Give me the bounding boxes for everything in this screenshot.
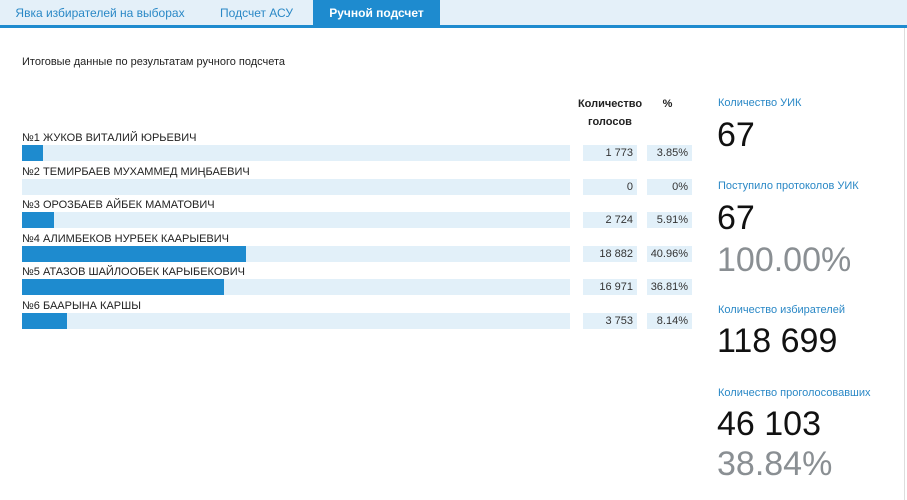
uik-count-label: Количество УИК (718, 97, 802, 109)
vote-bar-track (22, 178, 570, 195)
voted-percent: 38.84% (717, 445, 833, 483)
tab-manual-count[interactable]: Ручной подсчет (313, 0, 440, 28)
vote-bar-track (22, 313, 570, 329)
votes-header-line1: Количество (577, 98, 643, 110)
votes-column-header: Количество голосов (572, 95, 648, 131)
candidate-row: №2 ТЕМИРБАЕВ МУХАММЕД МИҢБАЕВИЧ 0 0% (22, 165, 702, 198)
vote-count: 2 724 (583, 212, 637, 229)
candidate-name: №3 ОРОЗБАЕВ АЙБЕК МАМАТОВИЧ (22, 199, 215, 212)
vote-bar-track (22, 145, 570, 161)
candidate-name: №4 АЛИМБЕКОВ НУРБЕК КААРЫЕВИЧ (22, 232, 229, 245)
candidate-name: №1 ЖУКОВ ВИТАЛИЙ ЮРЬЕВИЧ (22, 132, 197, 144)
candidate-name: №2 ТЕМИРБАЕВ МУХАММЕД МИҢБАЕВИЧ (22, 165, 250, 178)
vote-count: 0 (583, 178, 637, 195)
candidate-row: №1 ЖУКОВ ВИТАЛИЙ ЮРЬЕВИЧ 1 773 3.85% (22, 131, 702, 164)
vote-count: 1 773 (583, 145, 637, 161)
vote-percent: 40.96% (647, 245, 692, 262)
vote-count: 3 753 (583, 313, 637, 329)
vote-count: 16 971 (583, 279, 637, 296)
vote-bar-track (22, 279, 570, 296)
protocols-label: Поступило протоколов УИК (718, 180, 859, 192)
protocols-value: 67 (717, 199, 755, 237)
vote-bar-fill (22, 313, 67, 329)
vote-bar-track (22, 212, 570, 229)
vote-percent: 0% (647, 178, 692, 195)
candidate-name: №5 АТАЗОВ ШАЙЛООБЕК КАРЫБЕКОВИЧ (22, 266, 245, 279)
vote-percent: 36.81% (647, 279, 692, 296)
protocols-percent: 100.00% (717, 241, 852, 279)
voted-label: Количество проголосовавших (718, 387, 871, 399)
vote-percent: 3.85% (647, 145, 692, 161)
vote-bar-track (22, 245, 570, 262)
vote-bar-fill (22, 245, 247, 262)
section-title: Итоговые данные по результатам ручного п… (22, 56, 286, 68)
uik-count-value: 67 (717, 116, 755, 154)
vote-count: 18 882 (583, 245, 637, 262)
tab-asu-count[interactable]: Подсчет АСУ (220, 6, 293, 20)
candidate-name: №6 БААРЫНА КАРШЫ (22, 300, 141, 312)
divider (904, 28, 905, 500)
tab-bar: Явка избирателей на выборах Подсчет АСУ … (0, 0, 907, 28)
voted-value: 46 103 (717, 405, 821, 443)
candidate-row: №5 АТАЗОВ ШАЙЛООБЕК КАРЫБЕКОВИЧ 16 971 3… (22, 265, 702, 298)
candidate-row: №3 ОРОЗБАЕВ АЙБЕК МАМАТОВИЧ 2 724 5.91% (22, 198, 702, 231)
vote-percent: 8.14% (647, 313, 692, 329)
vote-bar-fill (22, 212, 55, 229)
voters-value: 118 699 (717, 322, 838, 360)
vote-bar-fill (22, 145, 44, 161)
voters-label: Количество избирателей (718, 304, 845, 316)
votes-header-line2: голосов (588, 116, 632, 128)
candidate-row: №6 БААРЫНА КАРШЫ 3 753 8.14% (22, 299, 702, 332)
vote-percent: 5.91% (647, 212, 692, 229)
tab-turnout[interactable]: Явка избирателей на выборах (15, 6, 185, 20)
percent-column-header: % (662, 98, 673, 110)
candidate-row: №4 АЛИМБЕКОВ НУРБЕК КААРЫЕВИЧ 18 882 40.… (22, 232, 702, 265)
vote-bar-fill (22, 279, 224, 296)
